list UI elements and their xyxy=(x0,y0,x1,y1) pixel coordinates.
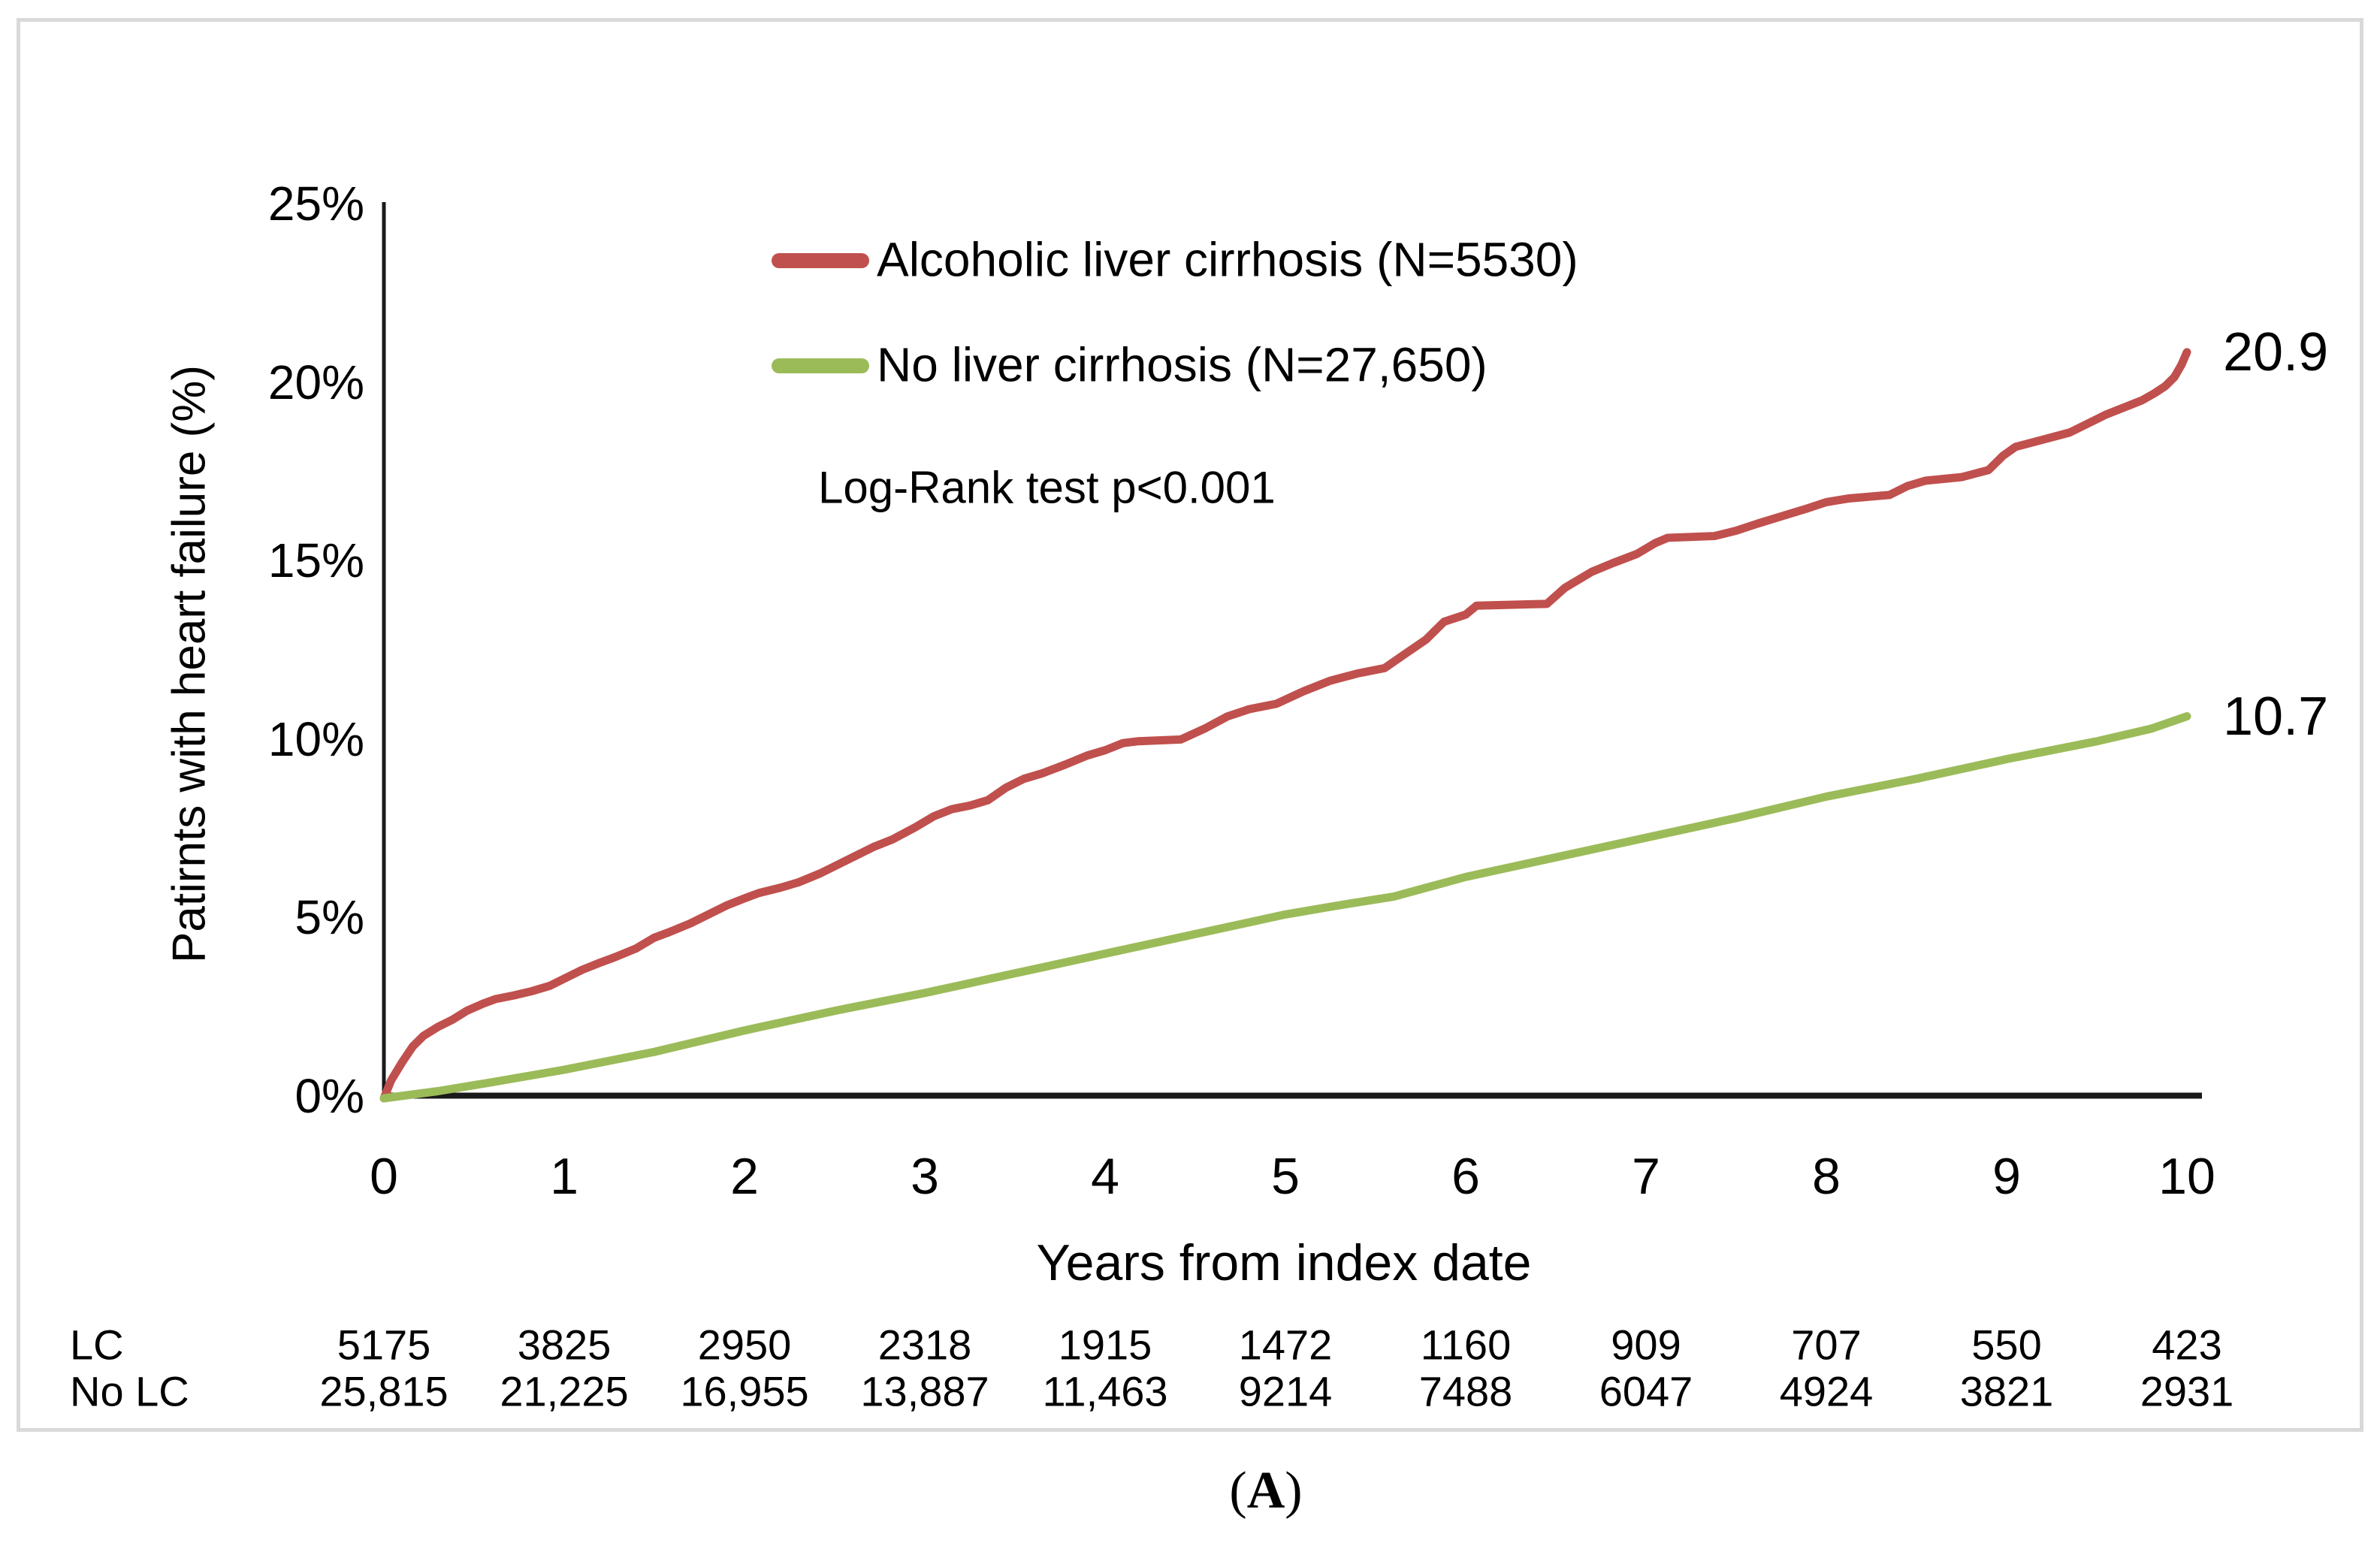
risk-cell: 4924 xyxy=(1779,1367,1874,1415)
x-tick-label: 10 xyxy=(2158,1148,2215,1205)
risk-cell: 2318 xyxy=(877,1321,972,1369)
y-tick-label: 5% xyxy=(294,890,365,945)
risk-cell: 6047 xyxy=(1599,1367,1693,1415)
x-axis-title: Years from index date xyxy=(1036,1234,1532,1291)
risk-cell: 1160 xyxy=(1420,1321,1512,1369)
caption-open-paren: ( xyxy=(1229,1462,1247,1520)
legend-swatch-no-liver-cirrhosis xyxy=(772,358,869,373)
legend-label-no-liver-cirrhosis: No liver cirrhosis (N=27,650) xyxy=(877,337,1488,392)
risk-cell: 2950 xyxy=(697,1321,792,1369)
risk-cell: 3825 xyxy=(517,1321,612,1369)
x-tick-label: 3 xyxy=(911,1148,939,1205)
curve-alcoholic-liver-cirrhosis xyxy=(379,348,2191,1103)
caption-close-paren: ) xyxy=(1285,1462,1303,1520)
y-tick-label: 10% xyxy=(267,711,364,766)
end-label-no-liver-cirrhosis: 10.7 xyxy=(2223,686,2329,747)
risk-cell: 3821 xyxy=(1959,1367,2054,1415)
x-tick-label: 8 xyxy=(1812,1148,1841,1205)
risk-cell: 550 xyxy=(1971,1321,2042,1369)
risk-cell: 7488 xyxy=(1418,1367,1513,1415)
x-tick-label: 6 xyxy=(1451,1148,1480,1205)
curve-no-liver-cirrhosis xyxy=(379,712,2191,1103)
x-tick-label: 2 xyxy=(730,1148,759,1205)
legend-swatch-alcoholic-liver-cirrhosis xyxy=(772,253,869,268)
risk-cell: 5175 xyxy=(337,1321,431,1369)
risk-cell: 423 xyxy=(2152,1321,2222,1369)
x-tick-label: 1 xyxy=(550,1148,578,1205)
curves-group xyxy=(379,348,2191,1103)
y-tick-label: 15% xyxy=(267,533,364,588)
risk-cell: 16,955 xyxy=(680,1367,809,1415)
risk-cell: 11,463 xyxy=(1042,1367,1168,1415)
risk-row-label-lc: LC xyxy=(70,1321,124,1369)
risk-cell: 9214 xyxy=(1238,1367,1333,1415)
risk-cell: 1915 xyxy=(1058,1321,1152,1369)
x-tick-label: 9 xyxy=(1992,1148,2021,1205)
km-plot xyxy=(379,202,2202,1103)
caption-letter: A xyxy=(1246,1462,1285,1520)
y-tick-label: 0% xyxy=(294,1069,365,1124)
panel-caption: (A) xyxy=(1229,1461,1302,1521)
x-tick-label: 0 xyxy=(370,1148,398,1205)
risk-cell: 25,815 xyxy=(319,1367,449,1415)
legend-label-alcoholic-liver-cirrhosis: Alcoholic liver cirrhosis (N=5530) xyxy=(877,232,1578,287)
risk-cell: 21,225 xyxy=(500,1367,629,1415)
risk-cell: 1472 xyxy=(1238,1321,1333,1369)
y-axis-title: Patirnts with heart failure (%) xyxy=(163,365,216,963)
risk-cell: 707 xyxy=(1791,1321,1862,1369)
end-label-alcoholic-liver-cirrhosis: 20.9 xyxy=(2223,322,2329,382)
figure-panel: Patirnts with heart failure (%) Years fr… xyxy=(17,18,2363,1432)
y-tick-label: 25% xyxy=(267,177,364,231)
risk-cell: 13,887 xyxy=(860,1367,989,1415)
y-tick-label: 20% xyxy=(267,355,364,409)
risk-cell: 909 xyxy=(1611,1321,1681,1369)
x-tick-label: 7 xyxy=(1632,1148,1660,1205)
x-tick-label: 5 xyxy=(1271,1148,1300,1205)
log-rank-annotation: Log-Rank test p<0.001 xyxy=(818,462,1276,513)
risk-row-label-no-lc: No LC xyxy=(70,1367,189,1415)
risk-cell: 2931 xyxy=(2140,1367,2234,1415)
x-tick-label: 4 xyxy=(1091,1148,1119,1205)
